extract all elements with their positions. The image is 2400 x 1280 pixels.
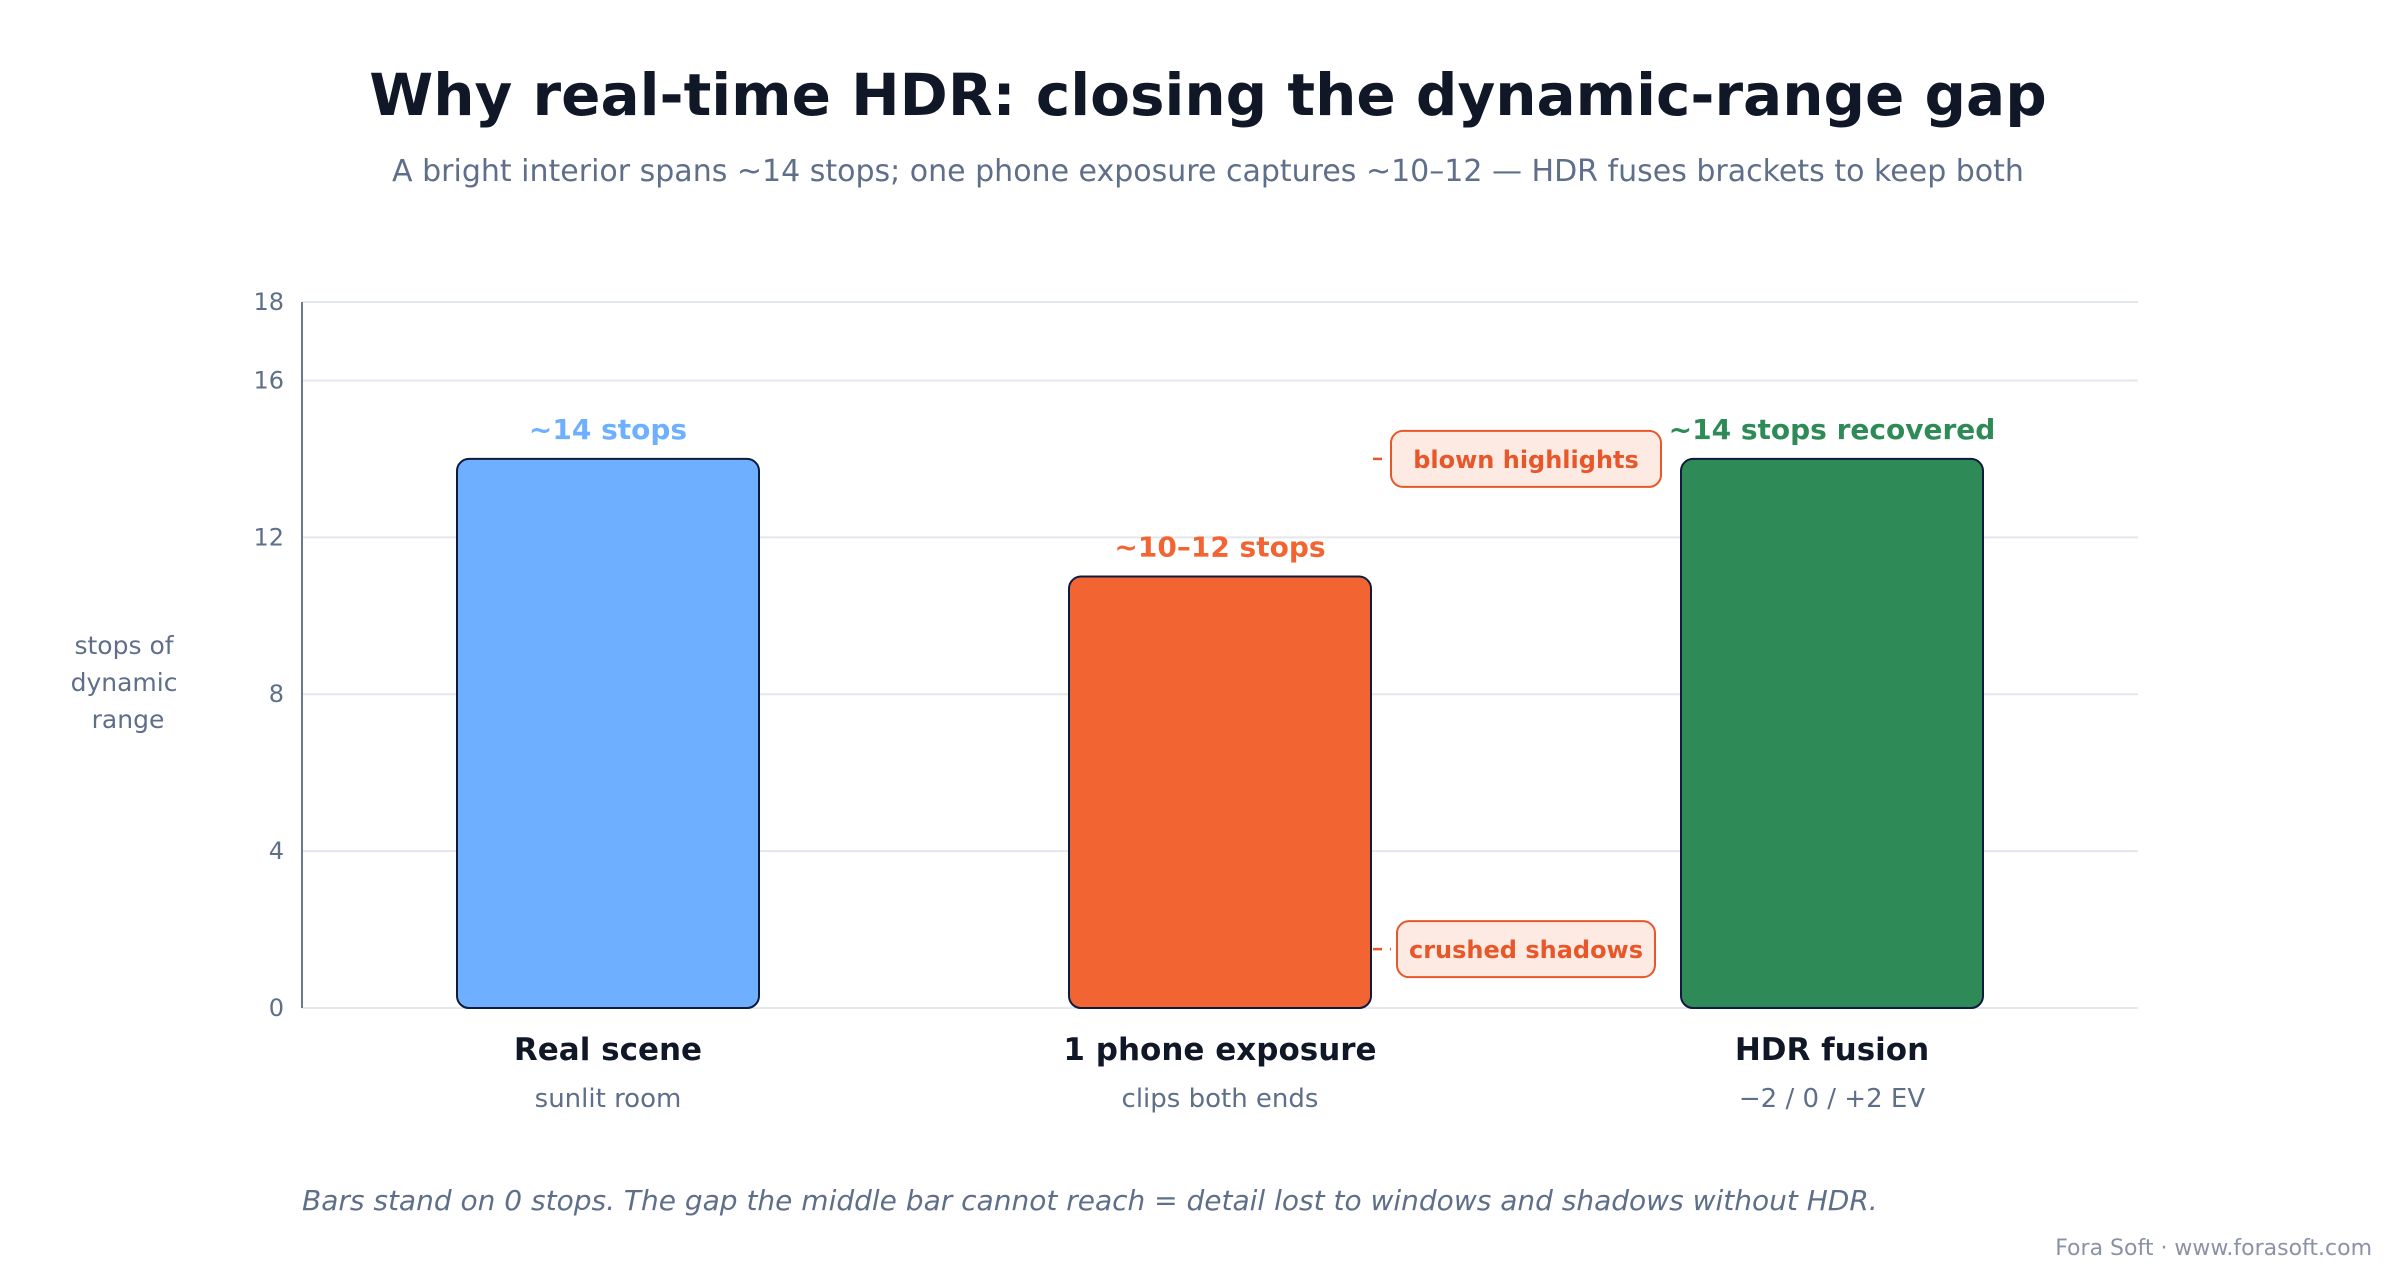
y-axis-ticks: 0 4 8 12 16 18 — [253, 288, 284, 1022]
y-tick-label: 18 — [253, 288, 284, 316]
y-axis-label-line-2: dynamic — [71, 668, 178, 697]
y-tick-label: 16 — [253, 366, 284, 394]
bar-1 — [456, 457, 760, 1009]
x-tick-label: 1 phone exposure — [1063, 1032, 1376, 1068]
y-tick-label: 4 — [269, 837, 284, 865]
y-tick-label: 8 — [269, 680, 284, 708]
x-tick-sublabel: sunlit room — [535, 1084, 682, 1114]
x-tick-label: Real scene — [514, 1032, 702, 1068]
annotation-label: crushed shadows — [1409, 936, 1643, 964]
x-tick-sublabel: −2 / 0 / +2 EV — [1739, 1084, 1925, 1114]
y-axis-label: stops of dynamic range — [71, 631, 186, 734]
bar-3 — [1680, 457, 1984, 1009]
chart-title: Why real-time HDR: closing the dynamic-r… — [369, 61, 2046, 129]
annotations: blown highlights crushed shadows — [1373, 429, 1662, 979]
credit: Fora Soft · www.forasoft.com — [2055, 1236, 2372, 1261]
bar-value-label: ~10–12 stops — [1114, 531, 1325, 564]
bar-value-label: ~14 stops — [529, 413, 687, 446]
annotation-label: blown highlights — [1413, 446, 1639, 474]
y-tick-label: 0 — [269, 994, 284, 1022]
annotation-box — [1390, 429, 1662, 488]
y-axis-label-line-1: stops of — [74, 631, 174, 660]
bars: ~14 stops Real scene sunlit room ~10–12 sto… — [456, 413, 1996, 1114]
bar-value-label: ~14 stops recovered — [1669, 413, 1996, 446]
y-axis-label-line-3: range — [92, 705, 165, 734]
annotation-box — [1396, 920, 1656, 979]
chart-subtitle: A bright interior spans ~14 stops; one p… — [392, 154, 2024, 189]
x-tick-label: HDR fusion — [1735, 1032, 1929, 1068]
footnote: Bars stand on 0 stops. The gap the middl… — [302, 1184, 1878, 1217]
x-tick-sublabel: clips both ends — [1122, 1084, 1319, 1114]
y-tick-label: 12 — [253, 523, 284, 551]
bar-2 — [1068, 575, 1372, 1009]
